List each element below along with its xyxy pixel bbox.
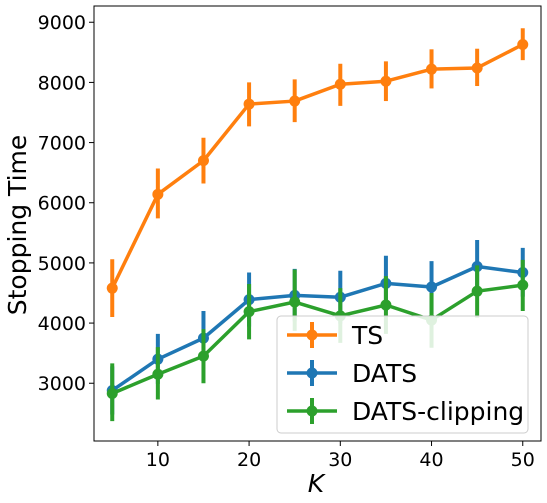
legend-label: DATS-clipping <box>352 397 524 426</box>
data-point <box>471 62 483 74</box>
legend-label: DATS <box>352 359 417 388</box>
x-tick-label: 40 <box>419 449 443 471</box>
series-layer <box>106 28 529 422</box>
series-line <box>111 283 523 396</box>
y-axis-label: Stopping Time <box>3 135 32 316</box>
y-tick-label: 5000 <box>38 253 86 275</box>
y-tick-label: 9000 <box>38 12 86 34</box>
legend-item: DATS <box>287 359 417 388</box>
data-point <box>243 98 255 110</box>
y-tick-label: 6000 <box>38 193 86 215</box>
x-axis-ticks: 10 20 30 40 50 <box>146 441 535 471</box>
legend: TS DATS DATS-clipping <box>276 315 529 434</box>
data-point <box>243 306 255 318</box>
legend-item: TS <box>287 321 383 350</box>
series-dats-clipping <box>106 259 529 422</box>
data-point <box>197 350 209 362</box>
x-axis-label: K <box>308 469 327 498</box>
data-point <box>517 279 529 291</box>
data-point <box>152 368 164 380</box>
x-tick-label: 30 <box>328 449 352 471</box>
data-point <box>471 285 483 297</box>
data-point <box>380 299 392 311</box>
legend-box <box>276 315 529 434</box>
x-tick-label: 10 <box>146 449 170 471</box>
legend-marker <box>306 367 318 379</box>
x-tick-label: 50 <box>511 449 535 471</box>
legend-label: TS <box>351 321 383 350</box>
data-point <box>289 95 301 107</box>
axes-frame <box>93 5 542 442</box>
legend-item: DATS-clipping <box>287 397 524 426</box>
series-line <box>111 264 523 392</box>
y-tick-label: 8000 <box>38 72 86 94</box>
data-point <box>197 155 209 167</box>
y-tick-label: 3000 <box>38 373 86 395</box>
legend-marker <box>306 405 318 417</box>
data-point <box>380 75 392 87</box>
data-point <box>289 296 301 308</box>
data-point <box>517 39 529 51</box>
data-point <box>426 281 438 293</box>
data-point <box>106 282 118 294</box>
series-ts <box>106 28 529 318</box>
x-tick-label: 20 <box>237 449 261 471</box>
y-tick-label: 4000 <box>38 313 86 335</box>
series-line <box>110 42 524 289</box>
data-point <box>152 188 164 200</box>
plot-frame <box>93 5 542 442</box>
legend-marker <box>306 329 318 341</box>
data-point <box>106 387 118 399</box>
data-point <box>426 63 438 75</box>
y-axis-ticks: 3000 4000 5000 6000 7000 8000 9000 <box>38 12 94 395</box>
data-point <box>334 78 346 90</box>
y-tick-label: 7000 <box>38 133 86 155</box>
